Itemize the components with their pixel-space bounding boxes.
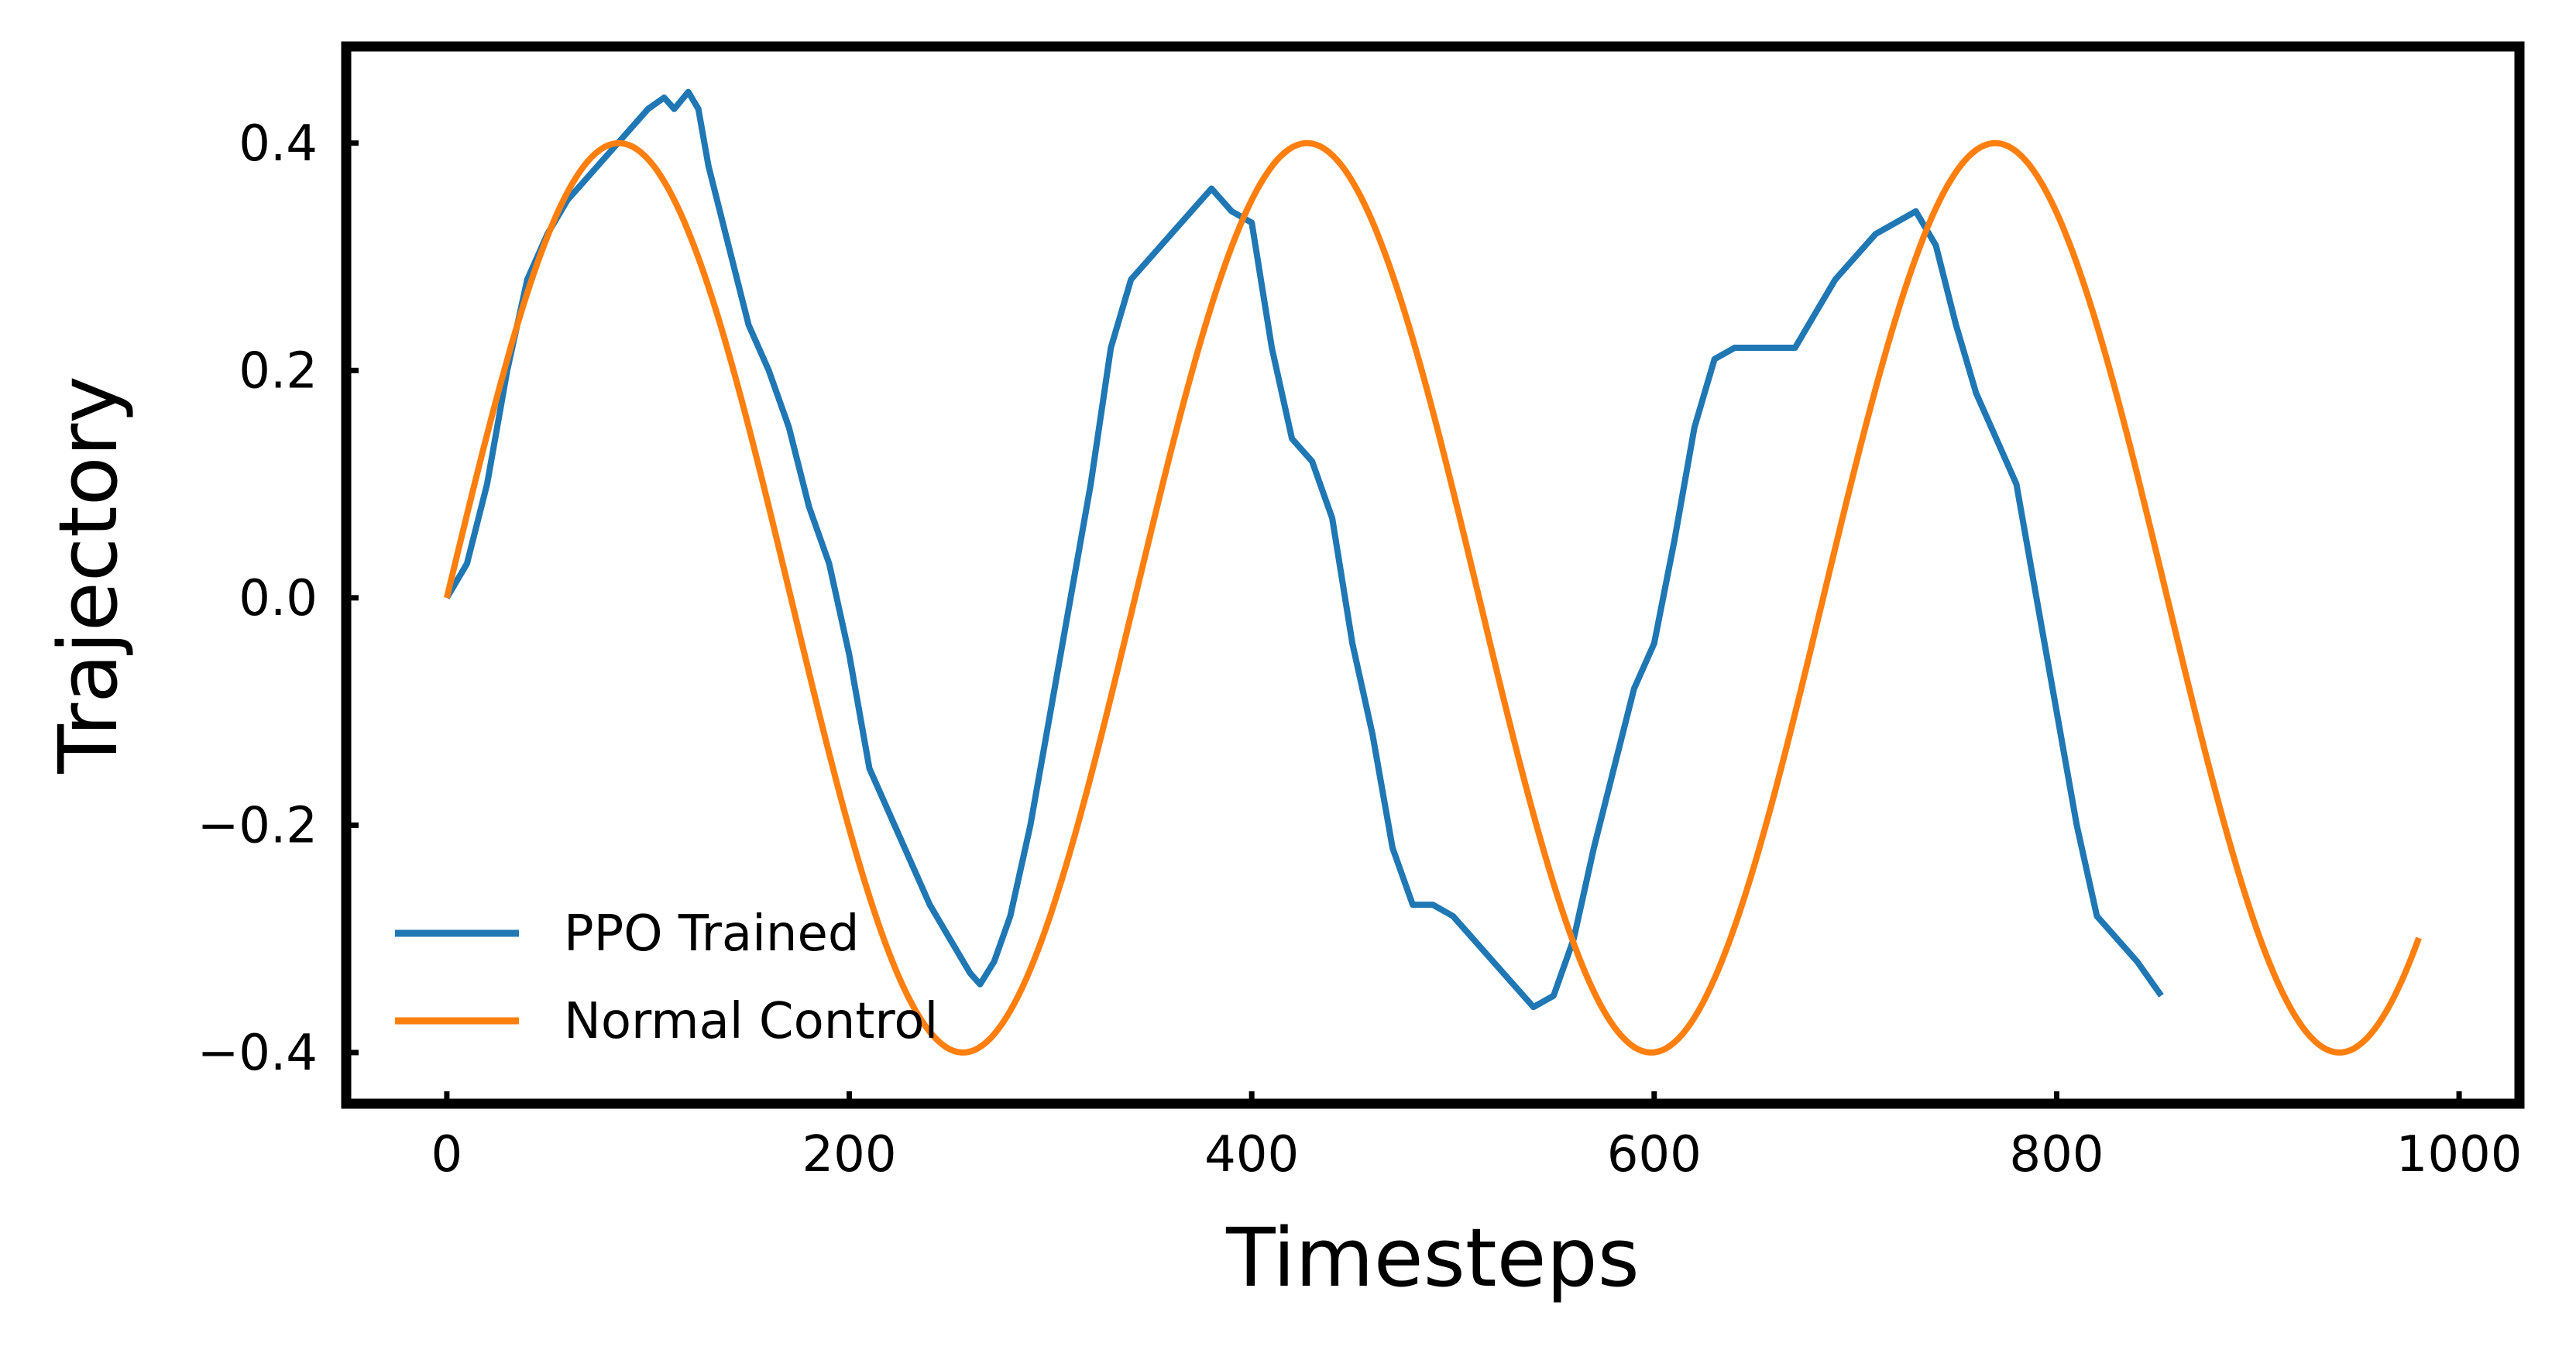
legend: PPO Trained Normal Control (395, 905, 938, 1050)
legend-label-normal-control: Normal Control (564, 993, 938, 1050)
axis-ticks: 0 200 400 600 800 1000 0.4 0.2 0.0 −0.2 −0.4 (197, 115, 2523, 1183)
x-tick-label: 800 (2009, 1126, 2104, 1183)
x-tick-label: 400 (1204, 1126, 1299, 1183)
x-tick-label: 200 (802, 1126, 896, 1183)
series-line-normal-control (444, 139, 2422, 1056)
y-tick-label: −0.2 (197, 797, 318, 854)
x-tick-label: 1000 (2396, 1126, 2523, 1183)
x-axis-label: Timesteps (1225, 1211, 1640, 1305)
plot-frame (341, 41, 2525, 1109)
y-tick-label: 0.2 (239, 342, 318, 400)
y-tick-label: −0.4 (197, 1025, 318, 1082)
series-layer (444, 88, 2422, 1056)
y-axis-label: Trajectory (41, 376, 136, 775)
y-tick-label: 0.4 (239, 115, 318, 173)
x-tick-label: 0 (431, 1126, 463, 1183)
series-line-ppo-trained (444, 88, 2164, 1011)
y-tick-label: 0.0 (239, 570, 318, 627)
x-tick-label: 600 (1607, 1126, 1702, 1183)
legend-label-ppo-trained: PPO Trained (564, 905, 859, 963)
